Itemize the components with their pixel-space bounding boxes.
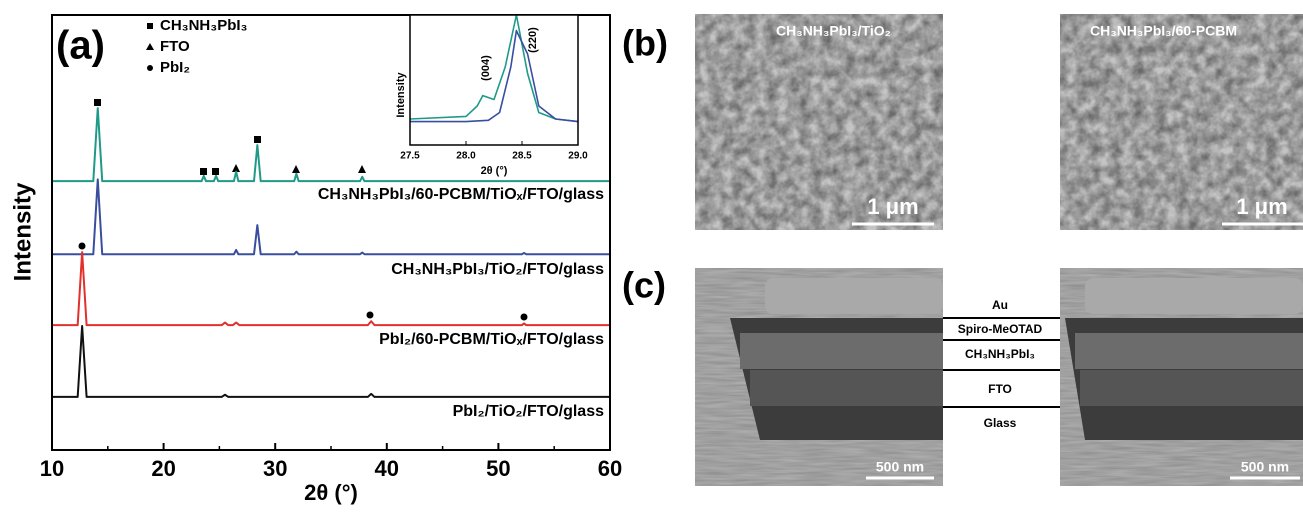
image-caption: CH₃NH₃PbI₃/60-PCBM — [1090, 23, 1237, 39]
layer-label: Au — [992, 298, 1008, 312]
marker-square — [254, 136, 261, 143]
sem-texture — [695, 14, 943, 230]
x-axis-label: 2θ (°) — [304, 480, 358, 505]
perovskite-layer — [1075, 333, 1303, 369]
inset-annotation: (004) — [480, 55, 492, 81]
scale-bar-label: 1 μm — [867, 194, 918, 219]
cross-section — [695, 268, 1303, 486]
x-tick-label: 30 — [263, 456, 287, 481]
data-line — [409, 14, 579, 123]
marker-square — [212, 168, 219, 175]
inset-annotation: (220) — [527, 27, 539, 53]
legend-label: FTO — [160, 38, 190, 55]
au-layer — [1085, 278, 1303, 314]
image-caption: CH₃NH₃PbI₃/TiO₂ — [776, 23, 891, 39]
legend-label: CH₃NH₃PbI₃ — [160, 17, 248, 34]
inset-x-tick-label: 28.5 — [512, 151, 532, 162]
series-label: CH₃NH₃PbI₃/TiO₂/FTO/glass — [391, 261, 604, 278]
au-layer — [765, 278, 943, 314]
x-tick-label: 20 — [151, 456, 175, 481]
data-line — [52, 178, 610, 256]
series-label: PbI₂/60-PCBM/TiOₓ/FTO/glass — [379, 331, 604, 348]
inset-background — [410, 15, 578, 145]
fto-layer — [750, 370, 943, 406]
scale-bar-label: 1 μm — [1236, 194, 1287, 219]
layer-divider — [943, 317, 1060, 408]
fto-layer — [1080, 370, 1303, 406]
marker-triangle — [232, 164, 366, 173]
panel-label: (c) — [622, 265, 666, 306]
scale-bar-label: 500 nm — [1241, 459, 1289, 475]
perovskite-layer — [740, 333, 943, 369]
marker-circle — [520, 313, 528, 321]
marker-circle — [78, 242, 86, 250]
x-tick-label: 60 — [598, 456, 622, 481]
phase-markers — [78, 99, 528, 321]
layer-label: FTO — [988, 382, 1012, 396]
data-line — [52, 325, 610, 398]
layer-label: CH₃NH₃PbI₃ — [965, 347, 1035, 361]
x-tick-label: 10 — [40, 456, 64, 481]
inset-x-label: 2θ (°) — [481, 165, 508, 177]
series-label: CH₃NH₃PbI₃/60-PCBM/TiOₓ/FTO/glass — [318, 186, 604, 203]
data-line — [52, 251, 610, 327]
layer-label: Glass — [984, 416, 1017, 430]
x-tick-label: 50 — [486, 456, 510, 481]
data-line — [52, 107, 610, 183]
layer-key — [943, 300, 1060, 486]
legend-symbol — [147, 23, 153, 29]
inset-frame — [409, 14, 579, 146]
inset-x-tick-label: 29.0 — [568, 151, 588, 162]
scale-bar-label: 500 nm — [876, 459, 924, 475]
legend-symbol — [147, 65, 153, 71]
marker-circle — [366, 311, 374, 319]
panel-label: (b) — [622, 23, 668, 64]
x-tick-label: 40 — [375, 456, 399, 481]
panel-label: (a) — [56, 24, 105, 68]
sem-texture — [1060, 14, 1303, 230]
marker-square — [200, 168, 207, 175]
data-line — [410, 29, 579, 123]
y-axis-label: Intensity — [9, 182, 36, 281]
marker-square — [94, 99, 101, 106]
layer-label: Spiro-MeOTAD — [958, 322, 1043, 336]
inset-x-tick-label: 27.5 — [400, 151, 420, 162]
inset-y-label: Intensity — [395, 72, 407, 118]
inset-x-tick-label: 28.0 — [456, 151, 476, 162]
series-label: PbI₂/TiO₂/FTO/glass — [453, 403, 605, 420]
legend-label: PbI₂ — [160, 59, 190, 76]
legend-symbol — [146, 43, 154, 50]
